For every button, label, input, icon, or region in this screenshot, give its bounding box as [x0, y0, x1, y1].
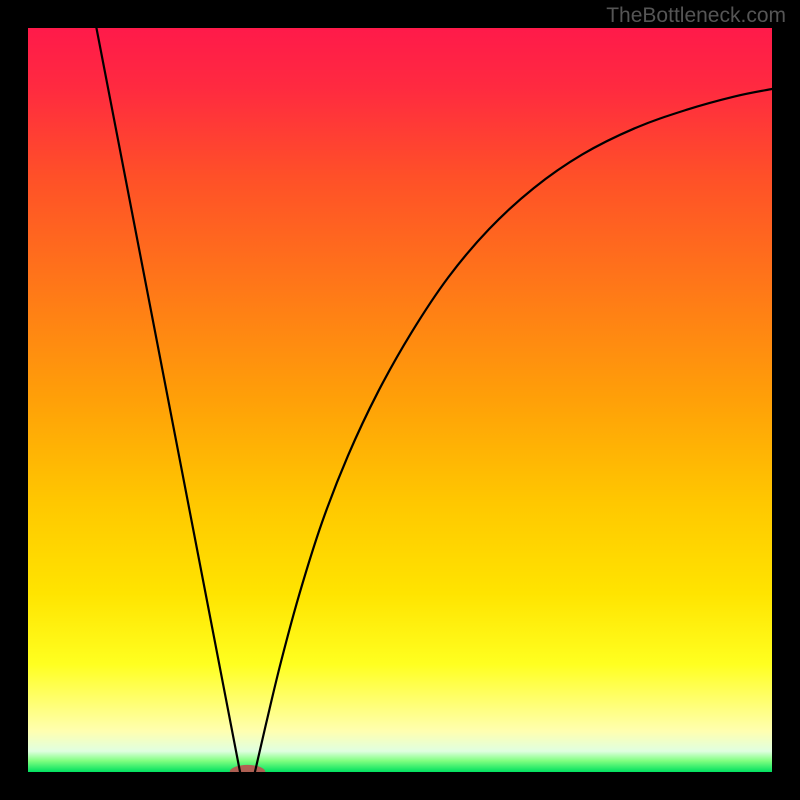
- watermark-text: TheBottleneck.com: [606, 4, 786, 28]
- chart-frame: [28, 28, 772, 772]
- chart-background: [28, 28, 772, 772]
- bottleneck-chart: [28, 28, 772, 772]
